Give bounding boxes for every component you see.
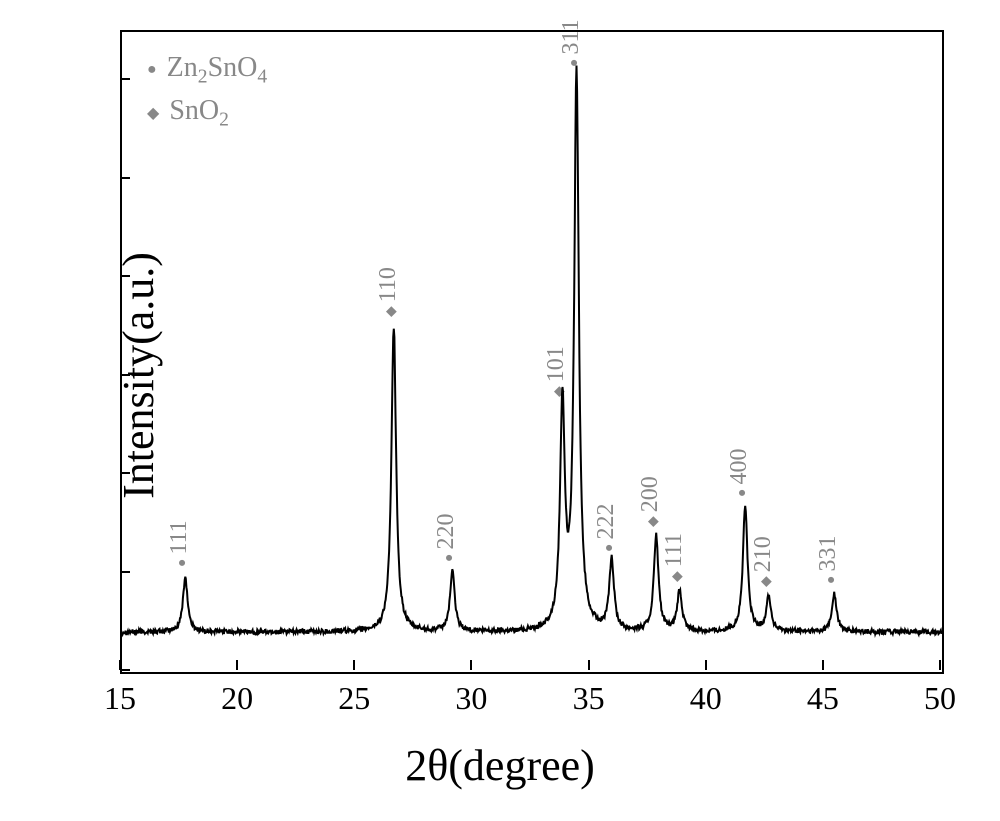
x-tick [822,660,824,670]
x-tick [588,660,590,670]
y-tick [120,177,130,179]
trace-line [122,66,942,635]
y-tick [120,571,130,573]
x-tick [470,660,472,670]
x-tick-label: 50 [924,680,956,717]
y-tick [120,374,130,376]
y-tick [120,78,130,80]
y-tick [120,669,130,671]
x-axis-label: 2θ(degree) [0,740,1000,791]
x-tick [939,660,941,670]
x-tick-label: 35 [573,680,605,717]
xrd-chart: Intensity(a.u.) 2θ(degree) ●Zn2SnO4◆SnO2… [0,0,1000,821]
y-tick [120,472,130,474]
x-tick-label: 25 [338,680,370,717]
x-tick-label: 45 [807,680,839,717]
y-tick [120,275,130,277]
x-tick [353,660,355,670]
x-tick-label: 15 [104,680,136,717]
x-tick-label: 30 [455,680,487,717]
plot-area: ●Zn2SnO4◆SnO2 ●111◆110●220◆101●311●222◆2… [120,30,944,674]
xrd-trace [122,32,942,672]
x-tick [236,660,238,670]
x-tick [705,660,707,670]
x-tick-label: 20 [221,680,253,717]
x-tick-label: 40 [690,680,722,717]
